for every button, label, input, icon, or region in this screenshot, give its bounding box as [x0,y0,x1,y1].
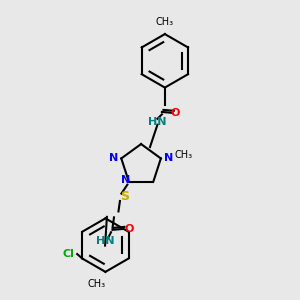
Text: HN: HN [96,236,114,246]
Text: CH₃: CH₃ [174,151,192,160]
Text: N: N [121,175,130,185]
Text: O: O [171,108,180,118]
Text: N: N [164,153,173,164]
Text: CH₃: CH₃ [156,17,174,27]
Text: O: O [124,224,134,234]
Text: Cl: Cl [62,249,74,259]
Text: N: N [109,153,118,164]
Text: S: S [120,190,129,203]
Text: HN: HN [148,117,167,127]
Text: CH₃: CH₃ [87,279,106,289]
